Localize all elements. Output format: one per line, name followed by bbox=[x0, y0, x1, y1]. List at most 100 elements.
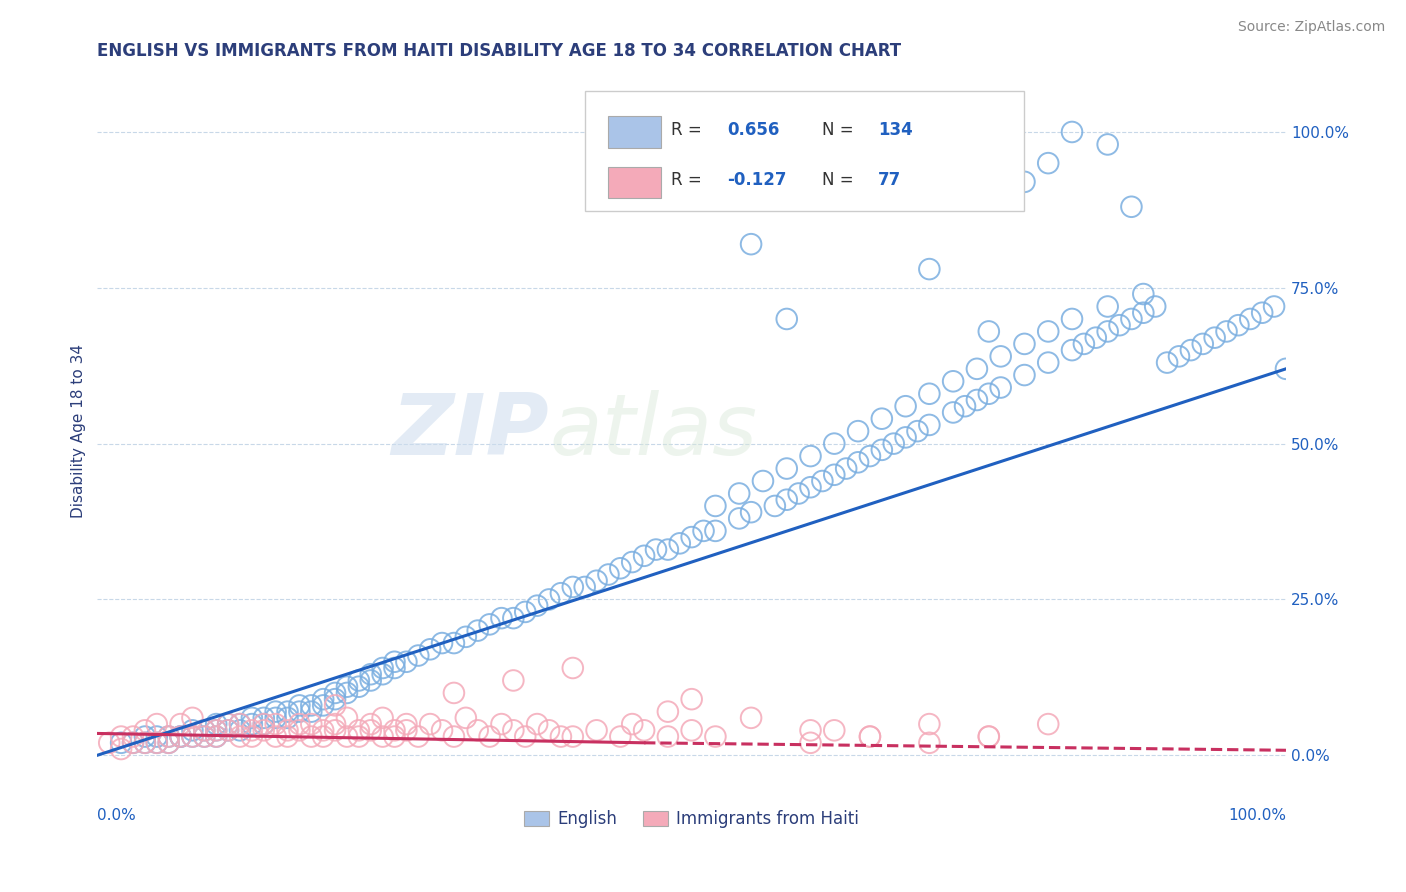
Point bbox=[907, 424, 929, 438]
Point bbox=[229, 730, 252, 744]
Point bbox=[336, 680, 359, 694]
Point bbox=[787, 486, 810, 500]
Point bbox=[217, 723, 239, 738]
Point bbox=[561, 580, 583, 594]
Point bbox=[406, 648, 429, 663]
Point bbox=[240, 730, 263, 744]
Point bbox=[1014, 368, 1036, 382]
Point bbox=[598, 567, 620, 582]
Point bbox=[277, 711, 299, 725]
Point bbox=[360, 673, 382, 688]
Point bbox=[299, 717, 322, 731]
Point bbox=[835, 461, 858, 475]
Point bbox=[169, 730, 191, 744]
Text: 77: 77 bbox=[879, 171, 901, 189]
Point bbox=[1073, 337, 1095, 351]
Point bbox=[942, 405, 965, 419]
Point bbox=[467, 624, 489, 638]
Point bbox=[264, 717, 287, 731]
Point bbox=[277, 730, 299, 744]
Point bbox=[859, 730, 882, 744]
Point bbox=[633, 723, 655, 738]
Point bbox=[205, 730, 228, 744]
Point bbox=[657, 705, 679, 719]
Point bbox=[110, 742, 132, 756]
Point bbox=[240, 711, 263, 725]
Point bbox=[134, 723, 156, 738]
Point bbox=[1239, 312, 1261, 326]
Point bbox=[312, 692, 335, 706]
Point bbox=[299, 705, 322, 719]
Point bbox=[870, 411, 893, 425]
Point bbox=[811, 474, 834, 488]
Point bbox=[953, 399, 976, 413]
Point bbox=[776, 461, 799, 475]
Point bbox=[502, 673, 524, 688]
Point bbox=[668, 536, 690, 550]
Point bbox=[1144, 300, 1167, 314]
Point bbox=[1038, 325, 1060, 339]
Point bbox=[217, 723, 239, 738]
Point bbox=[1108, 318, 1130, 333]
Point bbox=[323, 717, 346, 731]
Point bbox=[1180, 343, 1202, 358]
Point bbox=[371, 730, 394, 744]
Point bbox=[657, 542, 679, 557]
Point bbox=[110, 736, 132, 750]
Point bbox=[360, 717, 382, 731]
Point bbox=[419, 642, 441, 657]
Point bbox=[1060, 312, 1083, 326]
Point bbox=[169, 730, 191, 744]
Point bbox=[621, 717, 644, 731]
Point bbox=[336, 711, 359, 725]
Point bbox=[740, 505, 762, 519]
Text: 0.656: 0.656 bbox=[727, 120, 780, 138]
Point bbox=[799, 723, 821, 738]
Point bbox=[491, 717, 513, 731]
Point bbox=[728, 486, 751, 500]
Point bbox=[217, 717, 239, 731]
Point bbox=[977, 730, 1000, 744]
Point bbox=[728, 511, 751, 525]
Point bbox=[1097, 300, 1119, 314]
Point bbox=[681, 692, 703, 706]
Point bbox=[406, 730, 429, 744]
Point bbox=[134, 730, 156, 744]
Point bbox=[205, 730, 228, 744]
Point bbox=[312, 723, 335, 738]
Point bbox=[443, 686, 465, 700]
Point bbox=[799, 736, 821, 750]
Point bbox=[681, 530, 703, 544]
Point bbox=[609, 561, 631, 575]
Point bbox=[193, 730, 215, 744]
Point bbox=[918, 386, 941, 401]
Point bbox=[122, 730, 145, 744]
Point bbox=[692, 524, 714, 538]
Point bbox=[371, 661, 394, 675]
Point bbox=[1156, 355, 1178, 369]
Point bbox=[299, 698, 322, 713]
Point bbox=[894, 430, 917, 444]
Point bbox=[288, 698, 311, 713]
Point bbox=[561, 661, 583, 675]
Point bbox=[253, 717, 276, 731]
Point bbox=[384, 723, 406, 738]
Point bbox=[977, 325, 1000, 339]
Legend: English, Immigrants from Haiti: English, Immigrants from Haiti bbox=[517, 804, 866, 835]
Point bbox=[645, 542, 668, 557]
Point bbox=[229, 717, 252, 731]
FancyBboxPatch shape bbox=[609, 167, 661, 198]
Point bbox=[990, 380, 1012, 394]
Point bbox=[371, 711, 394, 725]
Text: ENGLISH VS IMMIGRANTS FROM HAITI DISABILITY AGE 18 TO 34 CORRELATION CHART: ENGLISH VS IMMIGRANTS FROM HAITI DISABIL… bbox=[97, 42, 901, 60]
Point bbox=[98, 736, 121, 750]
Point bbox=[253, 723, 276, 738]
Point bbox=[205, 723, 228, 738]
Point bbox=[181, 730, 204, 744]
Point bbox=[467, 723, 489, 738]
Point bbox=[1121, 312, 1143, 326]
Point bbox=[752, 474, 775, 488]
Point bbox=[253, 711, 276, 725]
Point bbox=[336, 686, 359, 700]
Point bbox=[823, 436, 845, 450]
